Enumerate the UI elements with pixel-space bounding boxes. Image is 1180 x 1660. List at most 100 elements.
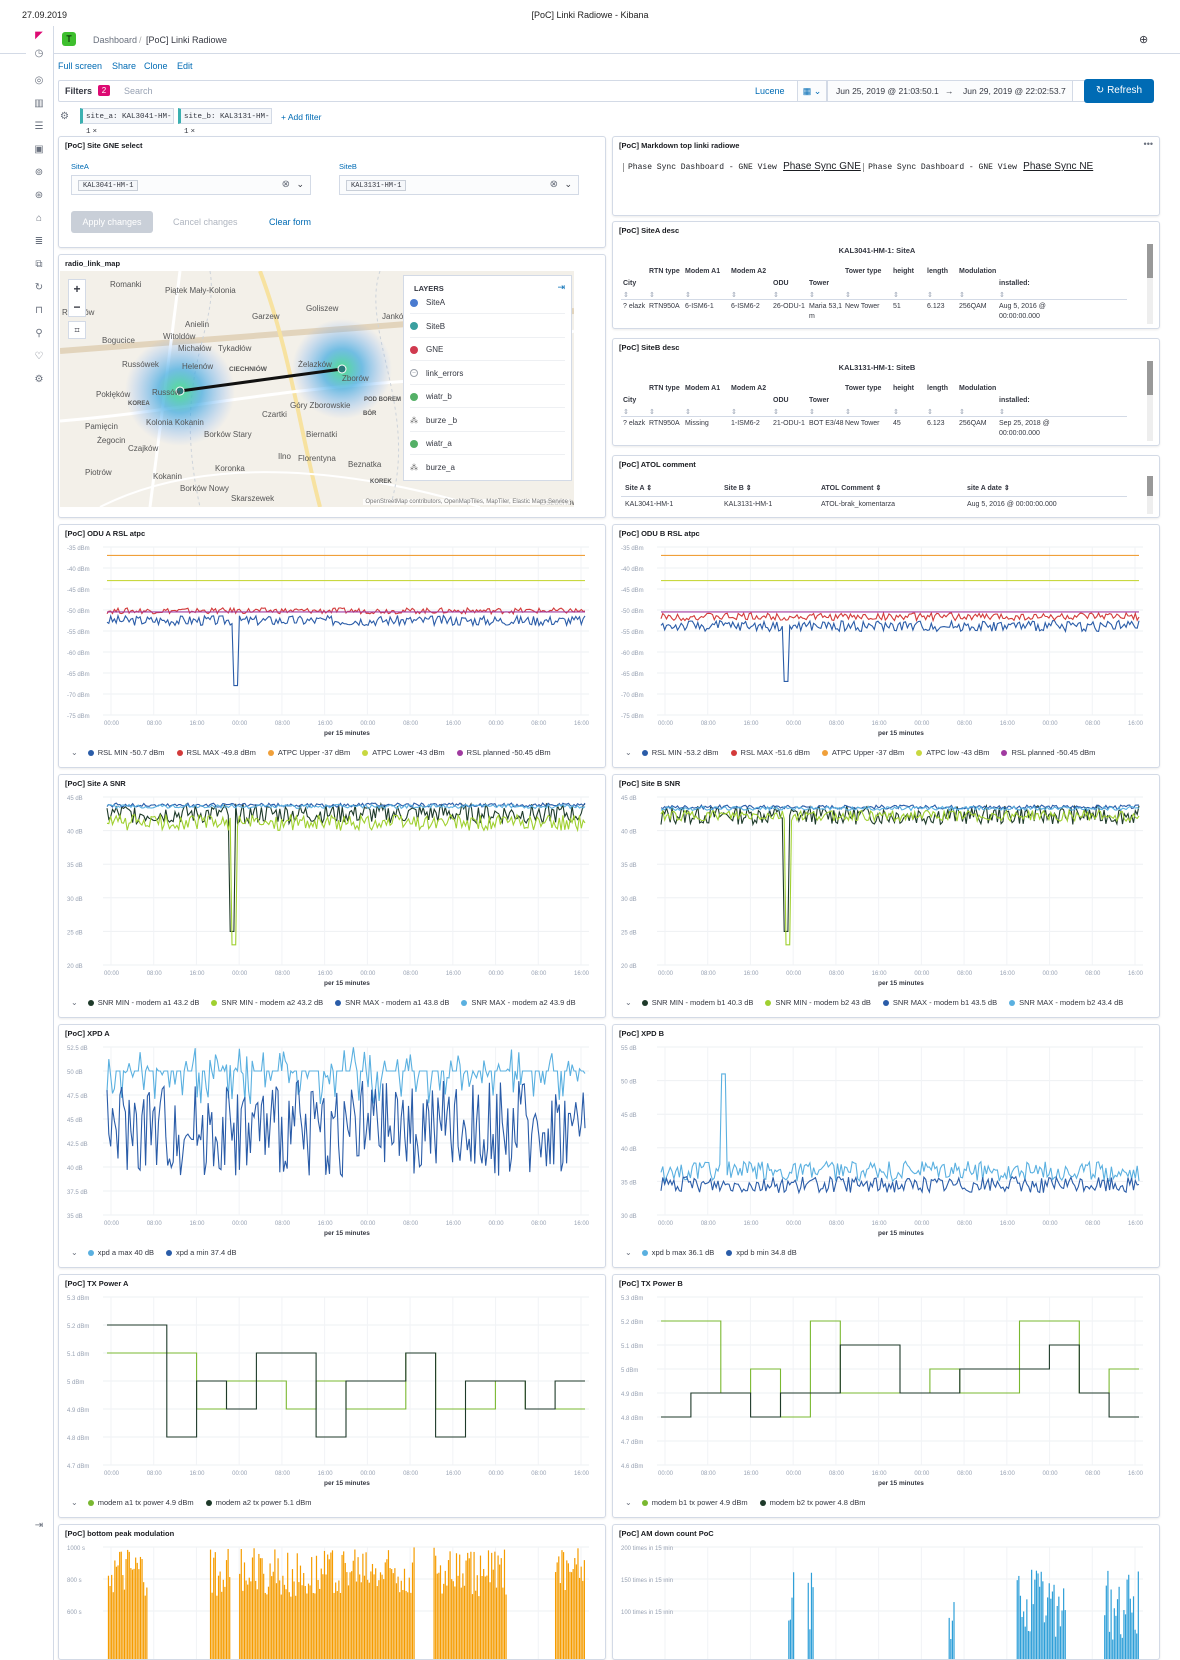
bar[interactable] (1129, 1598, 1131, 1659)
infra-icon[interactable]: ⌂ (35, 213, 43, 224)
chart-tx_a[interactable]: 5.3 dBm 5.2 dBm 5.1 dBm 5 dBm 4.9 dBm 4.8 dBm… (59, 1275, 606, 1518)
bar[interactable] (376, 1586, 378, 1659)
bar[interactable] (240, 1549, 242, 1659)
series-line[interactable] (106, 802, 586, 932)
bar[interactable] (248, 1577, 250, 1659)
scrollbar-thumb[interactable] (1147, 361, 1153, 395)
bar[interactable] (328, 1559, 330, 1659)
bar[interactable] (1123, 1610, 1125, 1659)
bar[interactable] (117, 1565, 119, 1659)
bar[interactable] (136, 1562, 138, 1659)
bar[interactable] (1019, 1595, 1022, 1659)
column-header[interactable]: RTN type (649, 268, 680, 275)
bar[interactable] (1039, 1586, 1041, 1659)
legend-item[interactable]: ATPC Lower -43 dBm (362, 748, 445, 757)
bar[interactable] (283, 1584, 286, 1659)
bar[interactable] (287, 1552, 289, 1659)
bar[interactable] (389, 1568, 391, 1659)
legend-item[interactable]: RSL planned -50.45 dBm (1001, 748, 1095, 757)
column-header[interactable]: Modem A1 (685, 385, 721, 392)
bar[interactable] (413, 1547, 415, 1659)
bar[interactable] (486, 1575, 488, 1659)
series-line[interactable] (661, 1344, 1139, 1418)
site-b-combobox[interactable]: KAL3131-HM-1 ⊗ ⌄ (339, 175, 579, 195)
bar[interactable] (1110, 1589, 1112, 1659)
column-header[interactable]: height (893, 385, 914, 392)
bar[interactable] (269, 1563, 271, 1659)
bar[interactable] (213, 1557, 215, 1659)
filter-pill-site-b[interactable]: site_b: KAL3131-HM-1 × (178, 108, 272, 136)
bar[interactable] (111, 1574, 113, 1659)
bar[interactable] (502, 1587, 504, 1659)
bar[interactable] (1056, 1605, 1058, 1659)
cancel-changes-button[interactable]: Cancel changes (173, 217, 238, 227)
bar[interactable] (569, 1571, 571, 1659)
column-header[interactable]: Tower type (845, 268, 882, 275)
bar[interactable] (400, 1580, 402, 1659)
bar[interactable] (229, 1577, 231, 1659)
bar[interactable] (291, 1569, 294, 1659)
bar[interactable] (344, 1562, 346, 1659)
calendar-icon[interactable]: ▦ ⌄ (797, 80, 827, 102)
bar[interactable] (1035, 1570, 1038, 1659)
bar[interactable] (500, 1558, 502, 1659)
bar[interactable] (491, 1552, 493, 1659)
bar[interactable] (807, 1582, 809, 1659)
share-link[interactable]: Share (112, 61, 137, 71)
bar[interactable] (564, 1589, 566, 1659)
bar[interactable] (435, 1555, 437, 1659)
layer-item[interactable]: ⁂ burze_a (410, 463, 565, 478)
bar[interactable] (499, 1564, 501, 1659)
clone-link[interactable]: Clone (144, 61, 168, 71)
bar[interactable] (1124, 1614, 1127, 1659)
bar[interactable] (467, 1552, 469, 1659)
bar[interactable] (256, 1589, 258, 1659)
site-a-marker[interactable] (175, 386, 185, 396)
sort-icon[interactable]: ⇕ (685, 409, 691, 416)
bar[interactable] (497, 1555, 499, 1659)
bar[interactable] (296, 1553, 298, 1659)
legend-toggle-icon[interactable]: ⌄ (625, 748, 632, 757)
bar[interactable] (336, 1591, 338, 1659)
bar[interactable] (144, 1595, 146, 1659)
space-avatar[interactable]: T (62, 32, 76, 46)
series-line[interactable] (106, 1079, 586, 1178)
discover-icon[interactable]: ◎ (34, 75, 44, 86)
search-input[interactable]: Search (124, 86, 153, 96)
legend-item[interactable]: SNR MIN - modem b1 40.3 dB (641, 998, 753, 1007)
scrollbar-thumb[interactable] (1147, 244, 1153, 278)
bar[interactable] (580, 1566, 582, 1659)
legend-toggle-icon[interactable]: ⌄ (71, 748, 78, 757)
bar[interactable] (327, 1554, 329, 1659)
bar[interactable] (384, 1562, 386, 1659)
bar[interactable] (1131, 1612, 1133, 1659)
bar[interactable] (306, 1593, 308, 1659)
sort-icon[interactable]: ⇕ (731, 409, 737, 416)
legend-item[interactable]: SNR MAX - modem b1 43.5 dB (882, 998, 997, 1007)
bar[interactable] (224, 1586, 226, 1659)
sort-icon[interactable]: ⇕ (731, 292, 737, 299)
bar[interactable] (1104, 1615, 1106, 1659)
bar[interactable] (242, 1590, 244, 1659)
bar[interactable] (330, 1552, 332, 1659)
bar[interactable] (476, 1575, 478, 1659)
chevron-down-icon[interactable]: ⌄ (564, 179, 572, 189)
kibana-logo-icon[interactable]: ◤ (35, 30, 43, 41)
chart-xpd_b[interactable]: 55 dB 50 dB 45 dB 40 dB 35 dB 30 dB 00:00 08:00… (613, 1025, 1160, 1268)
bar[interactable] (1051, 1591, 1054, 1659)
column-header[interactable]: ODU (773, 280, 789, 287)
bar[interactable] (1108, 1631, 1111, 1659)
site-b-marker[interactable] (337, 364, 347, 374)
bar[interactable] (311, 1557, 313, 1659)
bar[interactable] (368, 1582, 370, 1659)
bar[interactable] (319, 1588, 321, 1659)
filter-settings-icon[interactable]: ⚙ (60, 111, 69, 122)
bar[interactable] (470, 1551, 472, 1659)
bar[interactable] (570, 1572, 573, 1659)
bar[interactable] (128, 1551, 130, 1659)
bar[interactable] (436, 1573, 438, 1659)
bar[interactable] (119, 1551, 121, 1659)
column-header[interactable]: City (623, 280, 637, 287)
bar[interactable] (274, 1549, 276, 1659)
bar[interactable] (239, 1573, 241, 1659)
